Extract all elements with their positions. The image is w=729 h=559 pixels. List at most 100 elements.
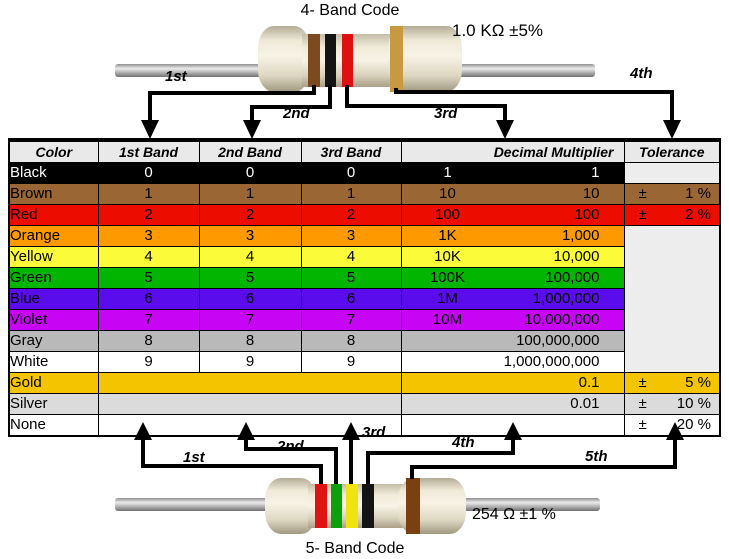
plus-minus-sign: ± <box>638 395 647 412</box>
table-header-row: Color 1st Band 2nd Band 3rd Band Decimal… <box>8 139 721 163</box>
color-name: None <box>8 414 99 437</box>
multiplier-short: 1 <box>443 164 452 181</box>
tolerance-cell: ±5 % <box>623 372 721 394</box>
multiplier-long: 10,000 <box>553 248 600 265</box>
arrow-label-2nd-top: 2nd <box>283 105 310 122</box>
multiplier-long: 10 <box>582 185 600 202</box>
arrow-label-3rd-top: 3rd <box>434 105 458 122</box>
multiplier-long: 100,000,000 <box>516 332 600 349</box>
band3-digit: 8 <box>300 330 402 352</box>
band1-digit: 8 <box>97 330 200 352</box>
color-name: Gold <box>8 372 99 394</box>
tolerance-merged-empty-cell <box>623 225 721 373</box>
color-name: White <box>8 351 99 373</box>
table-row-silver: Silver 0.01 ±10 % <box>8 393 721 415</box>
band3-digit: 7 <box>300 309 402 331</box>
multiplier-cell: 10 10 <box>400 183 625 205</box>
four-band-code-title: 4- Band Code <box>300 2 400 19</box>
tolerance-cell: ±2 % <box>623 204 721 226</box>
band1-digit: 0 <box>97 162 200 184</box>
color-name: Silver <box>8 393 99 415</box>
multiplier-cell: 10M 10,000,000 <box>400 309 625 331</box>
arrow-label-4th-top: 4th <box>630 65 653 82</box>
col-header-3rd-band: 3rd Band <box>300 139 402 163</box>
band-green-2nd <box>331 484 342 528</box>
plus-minus-sign: ± <box>638 416 647 433</box>
multiplier-cell: 1M 1,000,000 <box>400 288 625 310</box>
band1-digit: 9 <box>97 351 200 373</box>
band1-digit: 1 <box>97 183 200 205</box>
table-row-orange: Orange 3 3 3 1K 1,000 <box>8 225 721 373</box>
band2-digit: 0 <box>198 162 302 184</box>
tolerance-value: 1 % <box>685 185 711 202</box>
col-header-multiplier: Decimal Multiplier <box>400 139 625 163</box>
multiplier-cell: 100K 100,000 <box>400 267 625 289</box>
multiplier-long: 1,000,000,000 <box>503 353 600 370</box>
tolerance-cell: ±10 % <box>623 393 721 415</box>
table-row-gold: Gold 0.1 ±5 % <box>8 372 721 394</box>
bands-merged-empty-cell <box>97 372 402 394</box>
multiplier-short: 1M <box>437 290 458 307</box>
color-name: Blue <box>8 288 99 310</box>
color-code-table: Color 1st Band 2nd Band 3rd Band Decimal… <box>8 138 721 437</box>
tolerance-value: 2 % <box>685 206 711 223</box>
multiplier-cell: 100 100 <box>400 204 625 226</box>
multiplier-short: 10M <box>432 311 463 328</box>
band-brown-5th <box>406 478 420 534</box>
band2-digit: 9 <box>198 351 302 373</box>
band2-digit: 4 <box>198 246 302 268</box>
color-name: Orange <box>8 225 99 247</box>
color-name: Red <box>8 204 99 226</box>
multiplier-cell: 10K 10,000 <box>400 246 625 268</box>
tolerance-empty-cell <box>623 162 721 184</box>
multiplier-long: 1 <box>591 164 600 181</box>
tolerance-value: 5 % <box>685 374 711 391</box>
table-row-yellow: Yellow 4 4 4 10K 10,000 <box>8 246 720 268</box>
band2-digit: 6 <box>198 288 302 310</box>
col-header-2nd-band: 2nd Band <box>198 139 302 163</box>
multiplier-short: 10K <box>434 248 461 265</box>
band1-digit: 4 <box>97 246 200 268</box>
band-red-3rd <box>342 34 353 87</box>
five-band-code-title: 5- Band Code <box>305 540 405 557</box>
multiplier-cell: 1,000,000,000 <box>400 351 625 373</box>
band-red-1st <box>315 484 327 528</box>
col-header-1st-band: 1st Band <box>97 139 200 163</box>
color-name: Brown <box>8 183 99 205</box>
multiplier-long: 100,000 <box>545 269 600 286</box>
tolerance-value: 20 % <box>676 416 711 433</box>
table-row-brown: Brown 1 1 1 10 10 ±1 % <box>8 183 721 205</box>
multiplier-long: 0.01 <box>570 395 600 412</box>
resistor-body-left-bulge-top <box>258 26 310 92</box>
tolerance-value: 10 % <box>676 395 711 412</box>
multiplier-long: 1,000,000 <box>532 290 600 307</box>
multiplier-long: 1,000 <box>561 227 600 244</box>
arrow-label-1st-bottom: 1st <box>183 449 205 466</box>
band1-digit: 5 <box>97 267 200 289</box>
table-row-blue: Blue 6 6 6 1M 1,000,000 <box>8 288 720 310</box>
color-name: Gray <box>8 330 99 352</box>
plus-minus-sign: ± <box>638 185 647 202</box>
col-header-color: Color <box>8 139 99 163</box>
plus-minus-sign: ± <box>638 206 647 223</box>
tolerance-cell: ±1 % <box>623 183 721 205</box>
multiplier-cell: 1K 1,000 <box>400 225 625 247</box>
band-black-2nd <box>325 34 336 87</box>
band3-digit: 9 <box>300 351 402 373</box>
resistor-value-bottom: 254 Ω ±1 % <box>472 506 556 523</box>
band3-digit: 0 <box>300 162 402 184</box>
table-row-white: White 9 9 9 1,000,000,000 <box>8 351 720 373</box>
multiplier-short: 10 <box>439 185 456 202</box>
multiplier-cell: 0.1 <box>400 372 625 394</box>
color-name: Black <box>8 162 99 184</box>
multiplier-long: 10,000,000 <box>524 311 600 328</box>
band2-digit: 8 <box>198 330 302 352</box>
multiplier-short: 1K <box>438 227 457 244</box>
tolerance-cell: ±20 % <box>623 414 721 437</box>
table-row-black: Black 0 0 0 1 1 <box>8 162 721 184</box>
arrow-label-5th-bottom: 5th <box>585 448 608 465</box>
band-gold-4th <box>390 26 403 92</box>
band1-digit: 7 <box>97 309 200 331</box>
multiplier-cell: 0.01 <box>400 393 625 415</box>
